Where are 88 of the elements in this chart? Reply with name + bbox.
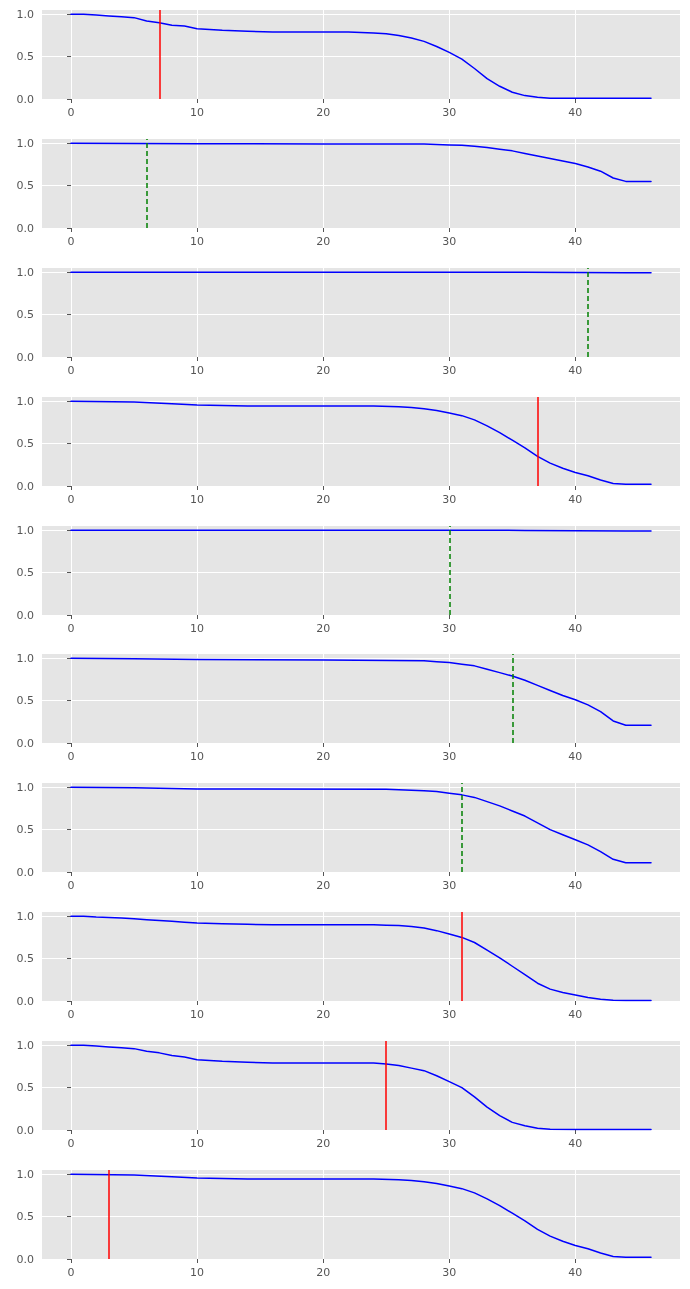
y-tick-label: 1.0 — [16, 1038, 34, 1052]
y-tick-label: 1.0 — [16, 394, 34, 408]
x-tick-label: 40 — [568, 621, 583, 635]
x-tick-label: 40 — [568, 363, 583, 377]
x-tick-label: 20 — [316, 879, 331, 893]
x-tick-label: 10 — [190, 879, 205, 893]
y-tick-label: 0.0 — [16, 350, 34, 364]
x-tick-label: 40 — [568, 106, 583, 119]
x-tick-label: 40 — [568, 492, 583, 506]
x-tick-label: 10 — [190, 750, 205, 764]
y-tick-label: 0.0 — [16, 92, 34, 106]
x-tick-label: 0 — [67, 363, 75, 377]
x-tick-label: 40 — [568, 1266, 583, 1280]
x-tick-label: 40 — [568, 750, 583, 764]
y-tick-label: 0.5 — [16, 307, 34, 321]
line-series — [70, 1173, 652, 1259]
x-tick-label: 40 — [568, 234, 583, 248]
line-series — [70, 400, 652, 485]
y-tick-label: 0.5 — [16, 436, 34, 450]
x-tick-label: 20 — [316, 492, 331, 506]
y-tick-label: 1.0 — [16, 909, 34, 923]
line-series — [70, 786, 652, 864]
x-tick-label: 30 — [442, 1266, 457, 1280]
x-tick-label: 0 — [67, 879, 75, 893]
x-tick-label: 0 — [67, 1266, 75, 1280]
y-tick-label: 1.0 — [16, 7, 34, 21]
x-tick-label: 30 — [442, 621, 457, 635]
y-tick-label: 1.0 — [16, 265, 34, 279]
y-tick-label: 0.5 — [16, 565, 34, 579]
y-tick-label: 0.0 — [16, 608, 34, 622]
x-tick-label: 20 — [316, 106, 331, 119]
x-tick-label: 20 — [316, 1137, 331, 1151]
x-tick-label: 40 — [568, 1137, 583, 1151]
y-tick-label: 0.0 — [16, 994, 34, 1008]
y-tick-label: 1.0 — [16, 1167, 34, 1181]
y-tick-label: 0.0 — [16, 221, 34, 235]
y-tick-label: 0.0 — [16, 1252, 34, 1266]
y-tick-label: 0.5 — [16, 823, 34, 837]
x-tick-label: 0 — [67, 1137, 75, 1151]
x-tick-label: 0 — [67, 1008, 75, 1022]
x-tick-label: 0 — [67, 234, 75, 248]
y-tick-label: 1.0 — [16, 652, 34, 666]
x-tick-label: 30 — [442, 106, 457, 119]
line-series — [70, 13, 652, 99]
line-series — [70, 915, 652, 1002]
x-tick-label: 10 — [190, 363, 205, 377]
y-tick-label: 0.5 — [16, 179, 34, 193]
x-tick-label: 20 — [316, 234, 331, 248]
x-tick-label: 30 — [442, 234, 457, 248]
y-tick-label: 0.5 — [16, 1081, 34, 1095]
x-tick-label: 30 — [442, 750, 457, 764]
x-tick-label: 30 — [442, 879, 457, 893]
x-tick-label: 10 — [190, 1008, 205, 1022]
x-tick-label: 0 — [67, 750, 75, 764]
y-tick-label: 0.5 — [16, 952, 34, 966]
x-tick-label: 30 — [442, 492, 457, 506]
x-tick-label: 40 — [568, 879, 583, 893]
y-tick-label: 0.0 — [16, 736, 34, 750]
y-tick-label: 0.5 — [16, 694, 34, 708]
x-tick-label: 10 — [190, 106, 205, 119]
y-tick-label: 0.5 — [16, 1210, 34, 1224]
y-tick-label: 0.0 — [16, 865, 34, 879]
x-tick-label: 0 — [67, 106, 75, 119]
line-series — [70, 1044, 652, 1131]
x-tick-label: 30 — [442, 1008, 457, 1022]
x-tick-label: 0 — [67, 492, 75, 506]
x-tick-label: 10 — [190, 1137, 205, 1151]
y-tick-label: 1.0 — [16, 523, 34, 537]
y-tick-label: 0.5 — [16, 50, 34, 64]
x-tick-label: 10 — [190, 1266, 205, 1280]
x-tick-label: 20 — [316, 1266, 331, 1280]
x-tick-label: 30 — [442, 363, 457, 377]
line-series — [70, 142, 652, 183]
y-tick-label: 0.0 — [16, 479, 34, 493]
x-tick-label: 10 — [190, 492, 205, 506]
x-tick-label: 30 — [442, 1137, 457, 1151]
x-tick-label: 10 — [190, 621, 205, 635]
y-tick-label: 1.0 — [16, 781, 34, 795]
x-tick-label: 20 — [316, 363, 331, 377]
line-series — [70, 657, 652, 727]
x-tick-label: 10 — [190, 234, 205, 248]
x-tick-label: 40 — [568, 1008, 583, 1022]
x-tick-label: 20 — [316, 621, 331, 635]
x-tick-label: 20 — [316, 750, 331, 764]
x-tick-label: 0 — [67, 621, 75, 635]
y-tick-label: 0.0 — [16, 1123, 34, 1137]
y-tick-label: 1.0 — [16, 136, 34, 150]
x-tick-label: 20 — [316, 1008, 331, 1022]
